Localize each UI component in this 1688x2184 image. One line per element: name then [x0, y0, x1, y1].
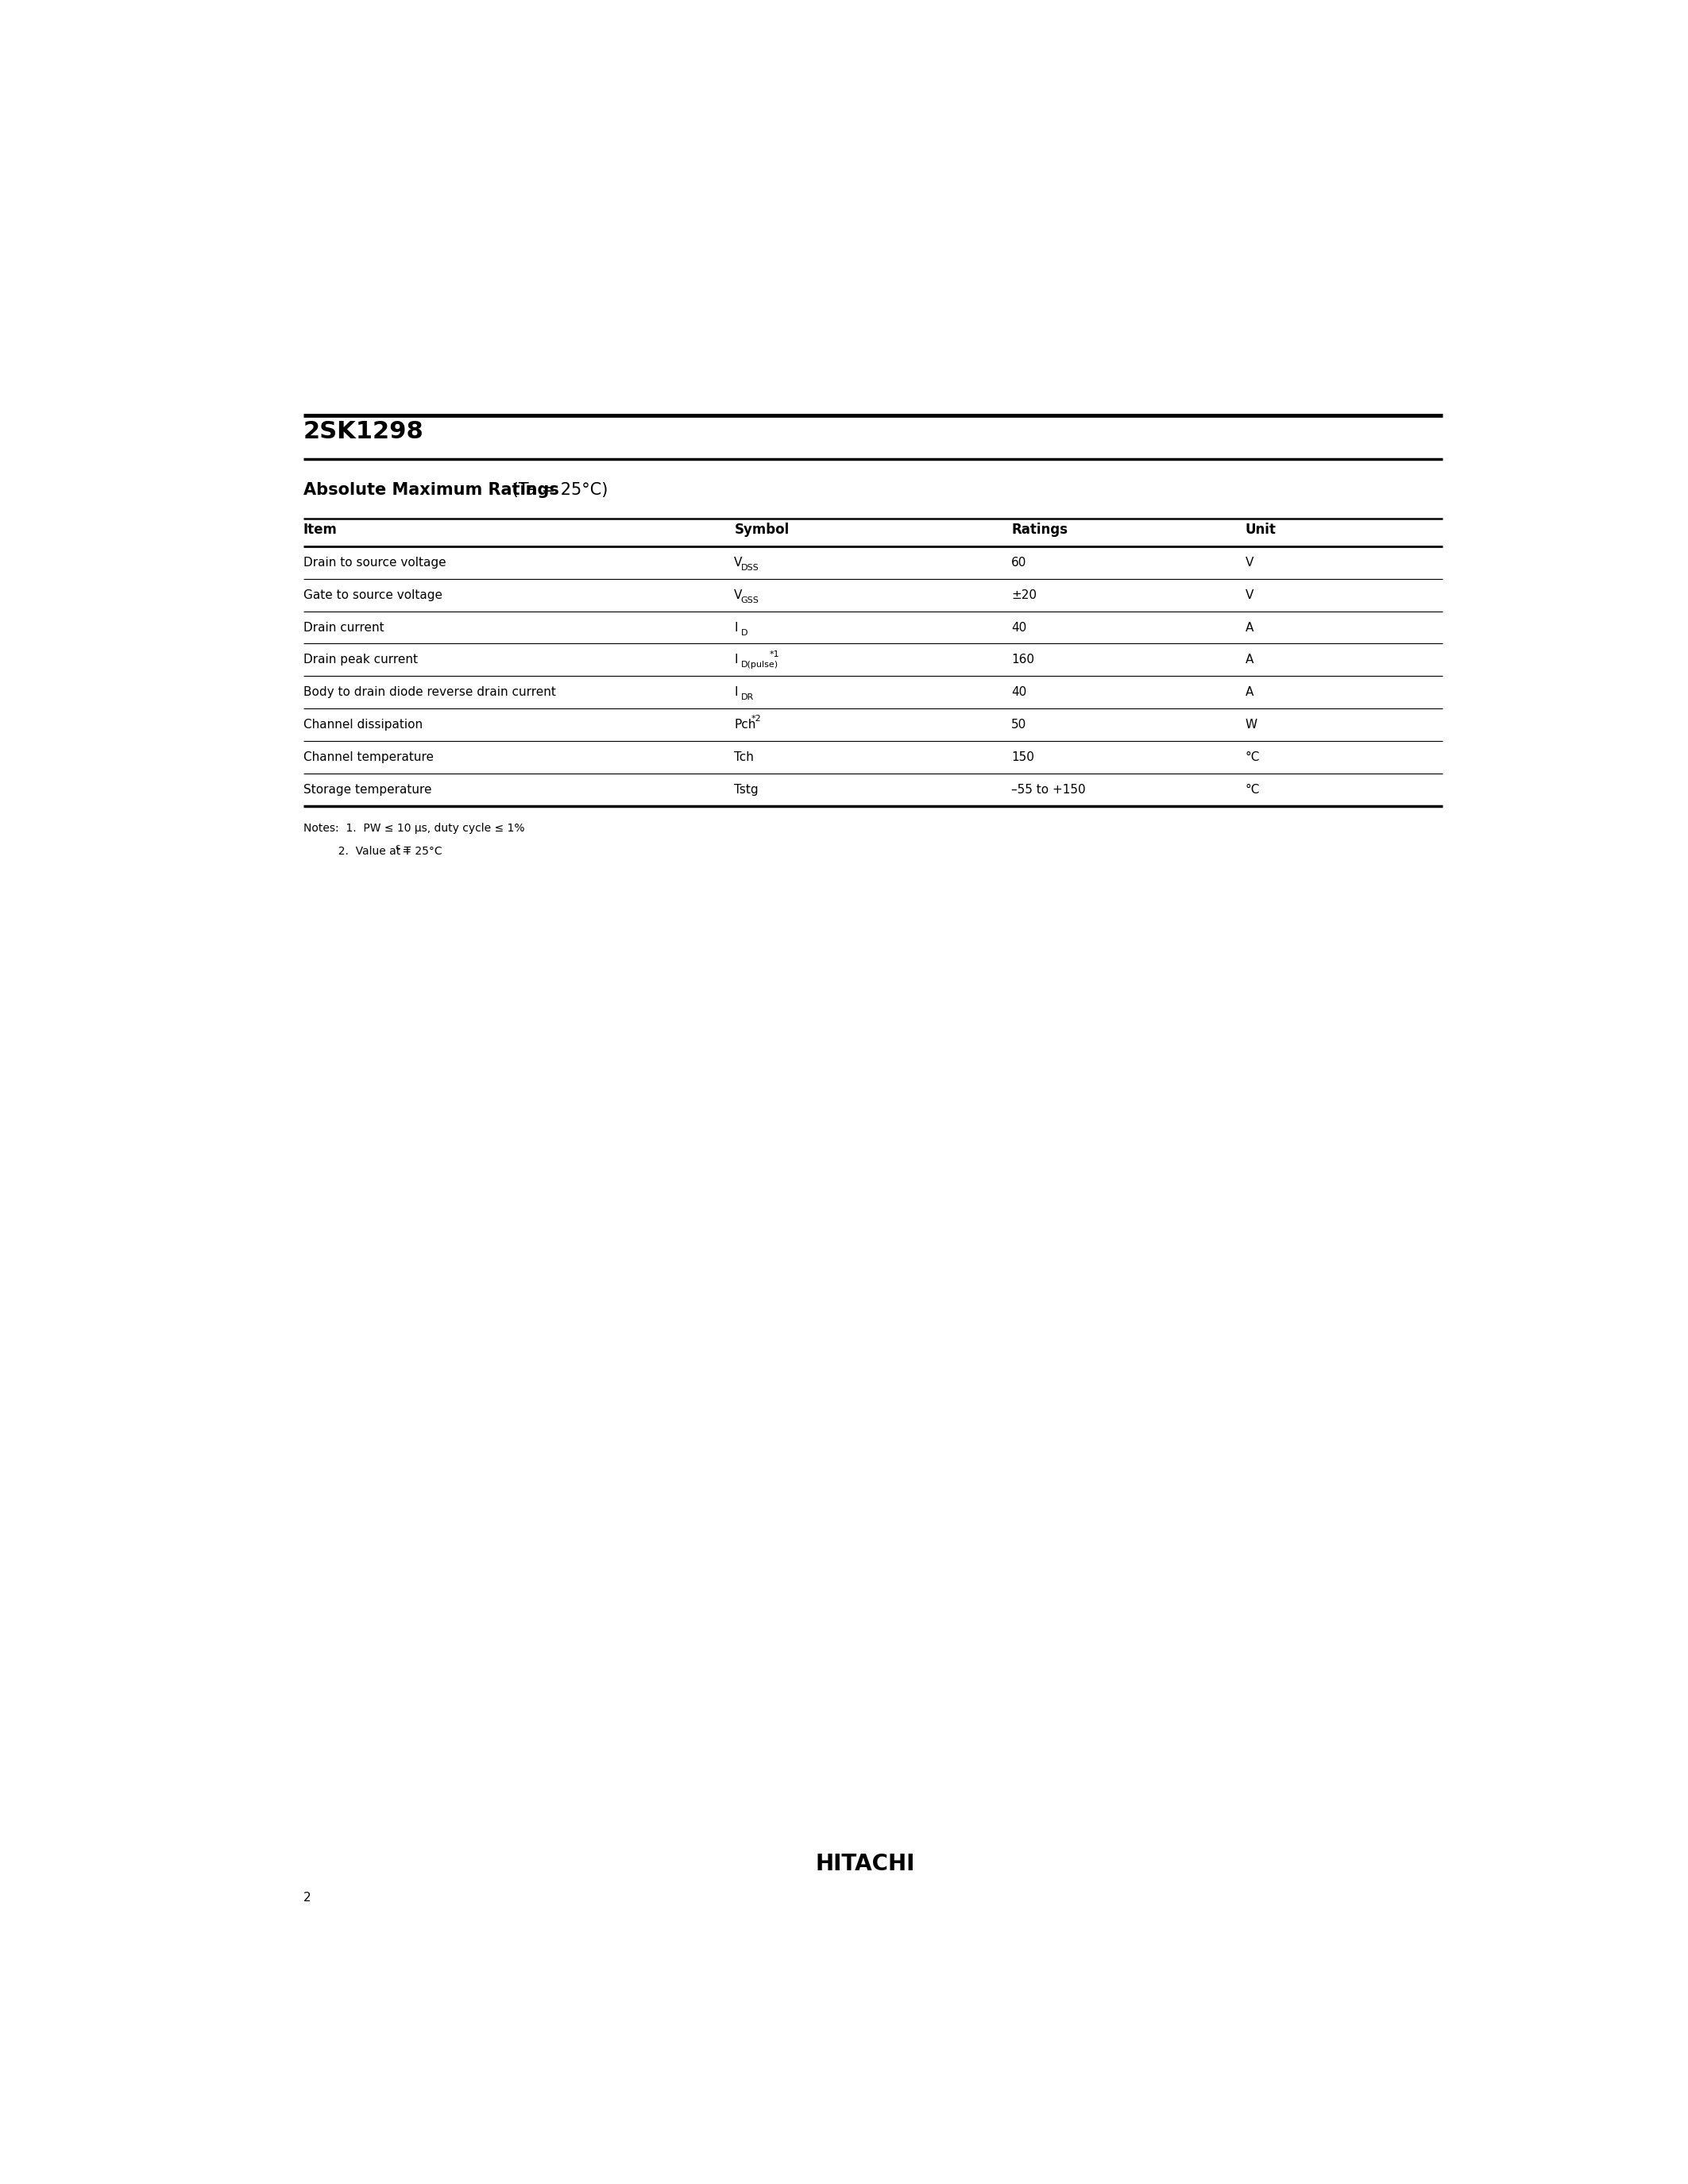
Text: D(pulse): D(pulse) [741, 662, 778, 668]
Text: A: A [1246, 622, 1254, 633]
Text: Drain current: Drain current [304, 622, 385, 633]
Text: c: c [395, 843, 400, 852]
Text: °C: °C [1246, 784, 1259, 795]
Text: I: I [734, 622, 738, 633]
Text: Pch: Pch [734, 719, 756, 732]
Text: °C: °C [1246, 751, 1259, 762]
Text: 40: 40 [1011, 686, 1026, 699]
Text: 150: 150 [1011, 751, 1035, 762]
Text: Unit: Unit [1246, 522, 1276, 537]
Text: 2: 2 [304, 1891, 311, 1904]
Text: Notes:  1.  PW ≤ 10 μs, duty cycle ≤ 1%: Notes: 1. PW ≤ 10 μs, duty cycle ≤ 1% [304, 823, 525, 834]
Text: 160: 160 [1011, 653, 1035, 666]
Text: *1: *1 [770, 651, 780, 657]
Text: A: A [1246, 686, 1254, 699]
Text: Ratings: Ratings [1011, 522, 1069, 537]
Text: 40: 40 [1011, 622, 1026, 633]
Text: V: V [1246, 590, 1254, 601]
Text: 50: 50 [1011, 719, 1026, 732]
Text: V: V [1246, 557, 1254, 568]
Text: Symbol: Symbol [734, 522, 790, 537]
Text: V: V [734, 590, 743, 601]
Text: –55 to +150: –55 to +150 [1011, 784, 1085, 795]
Text: Tstg: Tstg [734, 784, 758, 795]
Text: GSS: GSS [741, 596, 760, 605]
Text: D: D [741, 629, 748, 636]
Text: 60: 60 [1011, 557, 1026, 568]
Text: I: I [734, 653, 738, 666]
Text: V: V [734, 557, 743, 568]
Text: Drain peak current: Drain peak current [304, 653, 417, 666]
Text: Storage temperature: Storage temperature [304, 784, 432, 795]
Text: A: A [1246, 653, 1254, 666]
Text: I: I [734, 686, 738, 699]
Text: (Ta = 25°C): (Ta = 25°C) [506, 483, 608, 498]
Text: 2SK1298: 2SK1298 [304, 419, 424, 443]
Text: Channel temperature: Channel temperature [304, 751, 434, 762]
Text: *2: *2 [751, 714, 761, 723]
Text: Absolute Maximum Ratings: Absolute Maximum Ratings [304, 483, 559, 498]
Text: Drain to source voltage: Drain to source voltage [304, 557, 446, 568]
Text: W: W [1246, 719, 1258, 732]
Text: 2.  Value at T: 2. Value at T [304, 845, 410, 856]
Text: Tch: Tch [734, 751, 755, 762]
Text: Gate to source voltage: Gate to source voltage [304, 590, 442, 601]
Text: Channel dissipation: Channel dissipation [304, 719, 422, 732]
Text: Item: Item [304, 522, 338, 537]
Text: = 25°C: = 25°C [398, 845, 442, 856]
Text: DSS: DSS [741, 563, 760, 572]
Text: DR: DR [741, 695, 753, 701]
Text: Body to drain diode reverse drain current: Body to drain diode reverse drain curren… [304, 686, 555, 699]
Text: HITACHI: HITACHI [815, 1854, 915, 1876]
Text: ±20: ±20 [1011, 590, 1036, 601]
